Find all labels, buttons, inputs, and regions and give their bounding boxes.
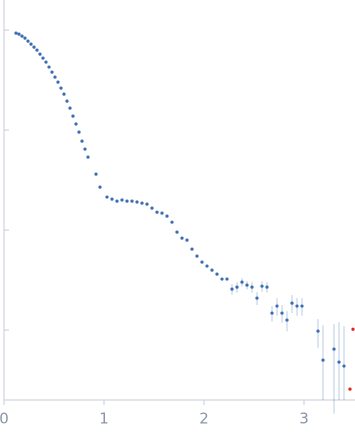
point [32,45,36,49]
point [270,311,274,315]
point [17,32,21,36]
point [74,122,78,126]
point [98,185,102,189]
point [41,56,45,60]
point [44,60,48,64]
point [155,210,159,214]
point [26,39,30,43]
point [86,155,90,159]
point [145,202,149,206]
point [77,130,81,134]
x-tick-label: 3 [299,410,309,428]
point [220,277,224,281]
x-tick-label: 1 [99,410,109,428]
point [115,199,119,203]
point [300,304,304,308]
point [65,99,69,103]
point [175,230,179,234]
point [337,360,341,364]
point [150,206,154,210]
point [59,86,63,90]
point [235,285,239,289]
point [200,260,204,264]
point [38,52,42,56]
point [29,42,33,46]
point [265,285,269,289]
point [170,220,174,224]
point [348,387,352,391]
point [35,48,39,52]
point [56,80,60,84]
point [94,172,98,176]
point [20,34,24,38]
point [140,201,144,205]
point [245,283,249,287]
point [215,272,219,276]
point [50,70,54,74]
point [80,139,84,143]
point [14,31,18,35]
point [71,114,75,118]
point [280,311,284,315]
point [62,92,66,96]
x-tick-label: 2 [199,410,209,428]
point [351,327,355,331]
point [225,277,229,281]
point [285,318,289,322]
point [130,199,134,203]
point [190,247,194,251]
point [125,199,129,203]
point [180,236,184,240]
point [332,347,336,351]
point [160,211,164,215]
point [295,304,299,308]
point [230,287,234,291]
point [260,284,264,288]
point [250,285,254,289]
point [321,358,325,362]
point [110,197,114,201]
point [290,301,294,305]
point [205,264,209,268]
point [23,36,27,40]
point [185,238,189,242]
point [47,65,51,69]
point [316,329,320,333]
point [68,106,72,110]
point [342,364,346,368]
x-tick-label: 0 [0,410,9,428]
point [195,254,199,258]
point [53,75,57,79]
point [210,268,214,272]
point [165,214,169,218]
point [240,280,244,284]
point [83,147,87,151]
point [135,200,139,204]
point [255,296,259,300]
point [105,195,109,199]
point [120,198,124,202]
point [275,304,279,308]
